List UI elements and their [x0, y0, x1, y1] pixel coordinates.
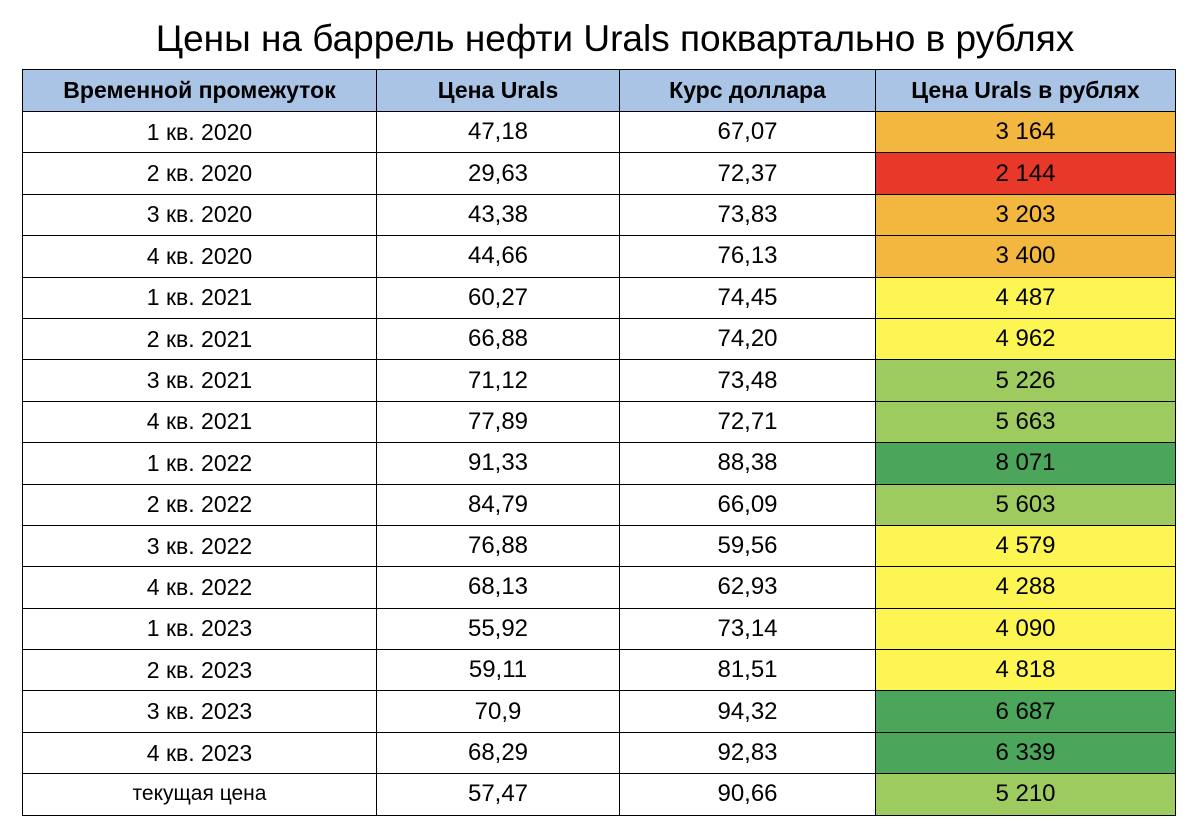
- cell-urals-price: 57,47: [376, 773, 620, 816]
- cell-urals-price: 70,9: [376, 690, 620, 733]
- cell-urals-rub-price: 4 579: [875, 524, 1176, 568]
- cell-urals-rub-price: 5 663: [875, 400, 1176, 444]
- cell-dollar-rate: 72,71: [619, 400, 876, 444]
- cell-urals-rub-price: 5 603: [875, 483, 1176, 526]
- cell-urals-price: 60,27: [376, 276, 620, 319]
- cell-urals-rub-price: 8 071: [875, 442, 1176, 485]
- table-row: 3 кв. 2020 43,38 73,83 3 203: [22, 193, 1176, 237]
- cell-urals-rub-price: 4 288: [875, 566, 1176, 609]
- cell-period: 4 кв. 2022: [22, 566, 377, 609]
- cell-urals-price: 84,79: [376, 483, 620, 526]
- cell-dollar-rate: 73,48: [619, 359, 876, 402]
- cell-urals-rub-price: 2 144: [875, 152, 1176, 195]
- price-table-container: Временной промежуток Цена Urals Курс дол…: [22, 69, 1176, 816]
- table-row: 1 кв. 2020 47,18 67,07 3 164: [22, 110, 1176, 154]
- cell-dollar-rate: 76,13: [619, 235, 876, 278]
- cell-period: 3 кв. 2021: [22, 359, 377, 402]
- cell-period: 4 кв. 2020: [22, 235, 377, 278]
- table-body: 1 кв. 2020 47,18 67,07 3 164 2 кв. 2020 …: [22, 110, 1176, 816]
- table-row: 2 кв. 2021 66,88 74,20 4 962: [22, 317, 1176, 361]
- cell-dollar-rate: 94,32: [619, 690, 876, 733]
- cell-urals-rub-price: 3 164: [875, 110, 1176, 154]
- cell-urals-rub-price: 6 687: [875, 690, 1176, 733]
- table-row: 4 кв. 2023 68,29 92,83 6 339: [22, 731, 1176, 775]
- cell-period: текущая цена: [22, 773, 377, 816]
- table-row: 1 кв. 2022 91,33 88,38 8 071: [22, 442, 1176, 485]
- cell-period: 3 кв. 2020: [22, 193, 377, 237]
- table-row: 3 кв. 2021 71,12 73,48 5 226: [22, 359, 1176, 402]
- header-urals-price: Цена Urals: [376, 69, 620, 112]
- cell-urals-rub-price: 5 210: [875, 773, 1176, 816]
- header-urals-rub-price: Цена Urals в рублях: [875, 69, 1176, 112]
- table-row: 4 кв. 2021 77,89 72,71 5 663: [22, 400, 1176, 444]
- cell-urals-rub-price: 5 226: [875, 359, 1176, 402]
- cell-dollar-rate: 73,14: [619, 607, 876, 651]
- cell-urals-price: 44,66: [376, 235, 620, 278]
- cell-dollar-rate: 73,83: [619, 193, 876, 237]
- table-row: 4 кв. 2022 68,13 62,93 4 288: [22, 566, 1176, 609]
- cell-dollar-rate: 92,83: [619, 731, 876, 775]
- table-row: текущая цена 57,47 90,66 5 210: [22, 773, 1176, 816]
- cell-dollar-rate: 81,51: [619, 649, 876, 692]
- cell-urals-rub-price: 3 203: [875, 193, 1176, 237]
- cell-period: 3 кв. 2022: [22, 524, 377, 568]
- cell-period: 1 кв. 2021: [22, 276, 377, 319]
- cell-dollar-rate: 59,56: [619, 524, 876, 568]
- header-period: Временной промежуток: [22, 69, 377, 112]
- cell-dollar-rate: 74,45: [619, 276, 876, 319]
- cell-period: 4 кв. 2021: [22, 400, 377, 444]
- header-dollar-rate: Курс доллара: [619, 69, 876, 112]
- cell-urals-price: 29,63: [376, 152, 620, 195]
- cell-dollar-rate: 90,66: [619, 773, 876, 816]
- cell-urals-price: 47,18: [376, 110, 620, 154]
- cell-period: 4 кв. 2023: [22, 731, 377, 775]
- cell-urals-price: 43,38: [376, 193, 620, 237]
- cell-period: 2 кв. 2022: [22, 483, 377, 526]
- table-row: 2 кв. 2023 59,11 81,51 4 818: [22, 649, 1176, 692]
- cell-urals-price: 71,12: [376, 359, 620, 402]
- cell-urals-rub-price: 4 818: [875, 649, 1176, 692]
- cell-period: 1 кв. 2022: [22, 442, 377, 485]
- table-row: 4 кв. 2020 44,66 76,13 3 400: [22, 235, 1176, 278]
- table-header-row: Временной промежуток Цена Urals Курс дол…: [22, 69, 1176, 112]
- cell-urals-price: 76,88: [376, 524, 620, 568]
- table-row: 3 кв. 2023 70,9 94,32 6 687: [22, 690, 1176, 733]
- cell-urals-rub-price: 4 090: [875, 607, 1176, 651]
- cell-dollar-rate: 74,20: [619, 317, 876, 361]
- cell-urals-price: 77,89: [376, 400, 620, 444]
- cell-dollar-rate: 67,07: [619, 110, 876, 154]
- table-row: 1 кв. 2021 60,27 74,45 4 487: [22, 276, 1176, 319]
- table-row: 3 кв. 2022 76,88 59,56 4 579: [22, 524, 1176, 568]
- cell-urals-price: 59,11: [376, 649, 620, 692]
- cell-dollar-rate: 66,09: [619, 483, 876, 526]
- cell-urals-rub-price: 6 339: [875, 731, 1176, 775]
- cell-urals-price: 68,29: [376, 731, 620, 775]
- cell-period: 1 кв. 2023: [22, 607, 377, 651]
- cell-period: 2 кв. 2023: [22, 649, 377, 692]
- cell-dollar-rate: 88,38: [619, 442, 876, 485]
- cell-period: 2 кв. 2020: [22, 152, 377, 195]
- cell-urals-price: 91,33: [376, 442, 620, 485]
- cell-urals-price: 68,13: [376, 566, 620, 609]
- cell-urals-price: 55,92: [376, 607, 620, 651]
- price-table: Временной промежуток Цена Urals Курс дол…: [22, 69, 1176, 816]
- cell-period: 2 кв. 2021: [22, 317, 377, 361]
- page-title: Цены на баррель нефти Urals поквартально…: [155, 18, 1075, 59]
- cell-urals-price: 66,88: [376, 317, 620, 361]
- cell-urals-rub-price: 4 487: [875, 276, 1176, 319]
- table-row: 2 кв. 2022 84,79 66,09 5 603: [22, 483, 1176, 526]
- cell-urals-rub-price: 3 400: [875, 235, 1176, 278]
- table-row: 2 кв. 2020 29,63 72,37 2 144: [22, 152, 1176, 195]
- table-row: 1 кв. 2023 55,92 73,14 4 090: [22, 607, 1176, 651]
- cell-period: 1 кв. 2020: [22, 110, 377, 154]
- cell-dollar-rate: 62,93: [619, 566, 876, 609]
- cell-dollar-rate: 72,37: [619, 152, 876, 195]
- cell-period: 3 кв. 2023: [22, 690, 377, 733]
- cell-urals-rub-price: 4 962: [875, 317, 1176, 361]
